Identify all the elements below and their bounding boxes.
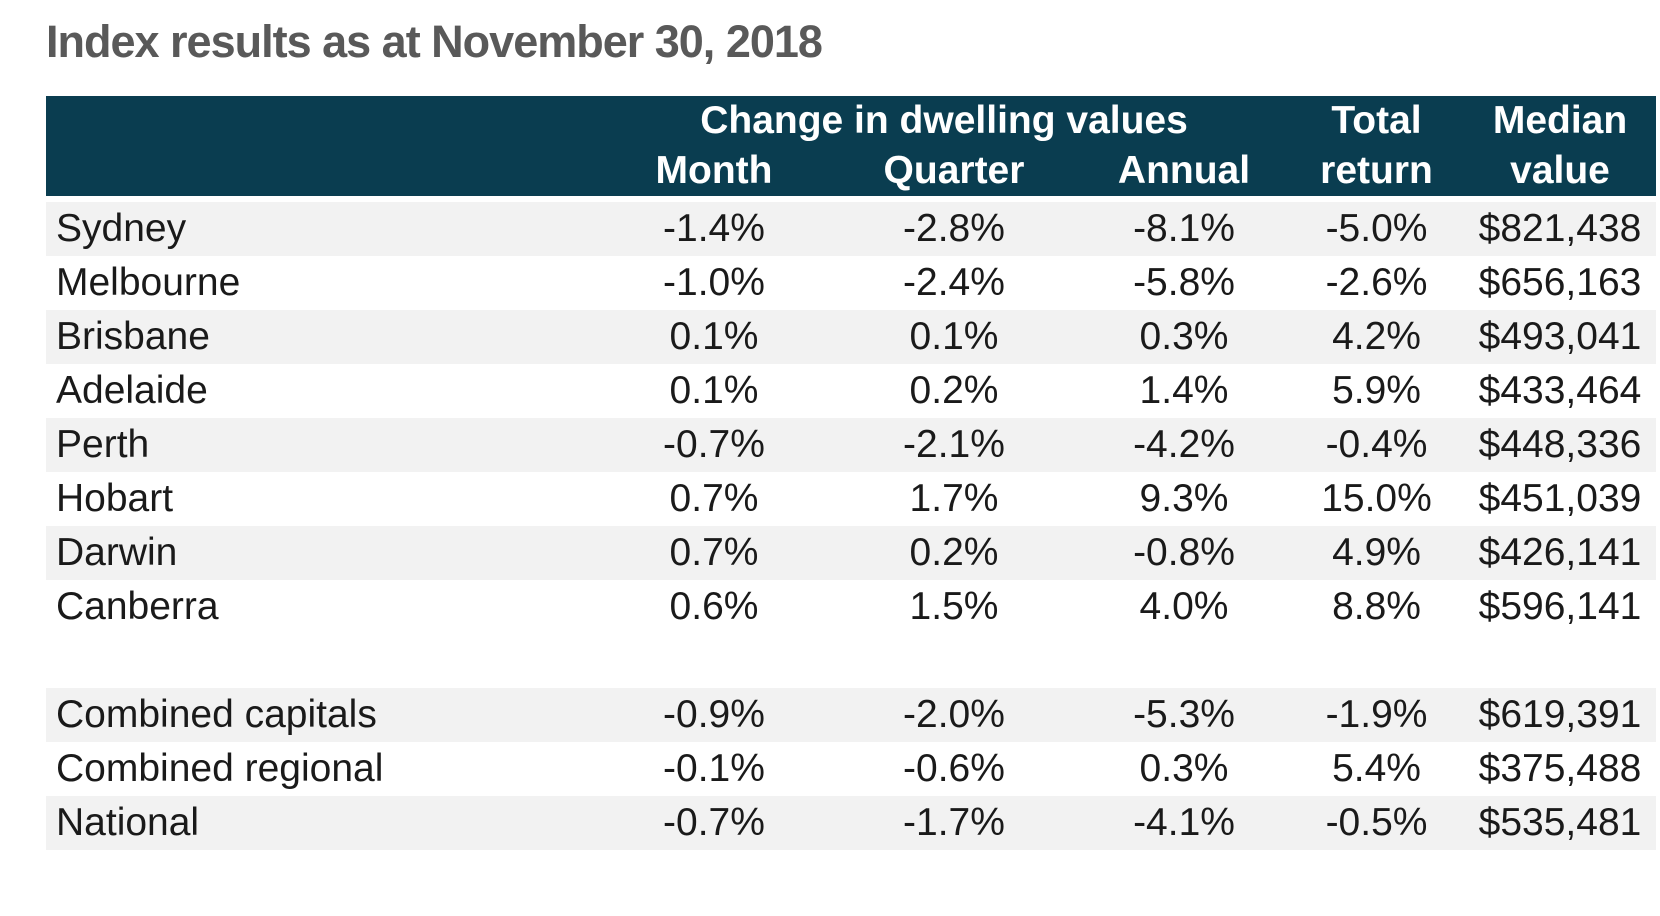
median-value: $619,391 — [1478, 693, 1642, 736]
quarter-value: 0.1% — [909, 315, 999, 358]
annual-value: -4.1% — [1133, 801, 1235, 844]
month-value: -1.0% — [663, 261, 765, 304]
spacer-row — [46, 634, 1657, 688]
region-label: Sydney — [56, 207, 187, 250]
total-return-value: -5.0% — [1325, 207, 1428, 250]
region-label: Perth — [56, 423, 150, 466]
header-group-change-in-dwelling-values: Change in dwelling values — [599, 96, 1290, 146]
table-row-darwin: Darwin 0.7% 0.2% -0.8% 4.9% $426,141 — [46, 526, 1657, 580]
annual-value: -5.3% — [1133, 693, 1235, 736]
summary-rows-section: Combined capitals -0.9% -2.0% -5.3% -1.9… — [46, 688, 1657, 850]
region-label: Combined capitals — [56, 693, 377, 736]
median-value: $493,041 — [1478, 315, 1642, 358]
table-row-hobart: Hobart 0.7% 1.7% 9.3% 15.0% $451,039 — [46, 472, 1657, 526]
table-row-sydney: Sydney -1.4% -2.8% -8.1% -5.0% $821,438 — [46, 199, 1657, 256]
table-header: Change in dwelling values Total Median M… — [46, 96, 1657, 202]
header-region-blank — [46, 96, 599, 146]
total-return-value: -0.5% — [1325, 801, 1428, 844]
table-row-adelaide: Adelaide 0.1% 0.2% 1.4% 5.9% $433,464 — [46, 364, 1657, 418]
col-header-month: Month — [599, 146, 829, 202]
month-value: 0.1% — [669, 315, 759, 358]
month-value: 0.7% — [669, 477, 759, 520]
col-header-annual: Annual — [1079, 146, 1290, 202]
region-label: Darwin — [56, 531, 178, 574]
table-row-canberra: Canberra 0.6% 1.5% 4.0% 8.8% $596,141 — [46, 580, 1657, 634]
annual-value: -5.8% — [1133, 261, 1235, 304]
total-return-value: -2.6% — [1325, 261, 1428, 304]
header-region-blank-2 — [46, 146, 599, 202]
quarter-value: -2.1% — [903, 423, 1005, 466]
annual-value: 4.0% — [1139, 585, 1229, 628]
table-row-combined-regional: Combined regional -0.1% -0.6% 0.3% 5.4% … — [46, 742, 1657, 796]
region-label: Hobart — [56, 477, 174, 520]
region-label: Brisbane — [56, 315, 210, 358]
spacer-cell — [46, 634, 1656, 688]
total-return-value: -1.9% — [1325, 693, 1428, 736]
quarter-value: -2.4% — [903, 261, 1005, 304]
total-return-value: -0.4% — [1325, 423, 1428, 466]
month-value: -1.4% — [663, 207, 765, 250]
total-return-value: 8.8% — [1332, 585, 1421, 628]
table-row-national: National -0.7% -1.7% -4.1% -0.5% $535,48… — [46, 796, 1657, 850]
median-value: $821,438 — [1478, 207, 1642, 250]
table-row-perth: Perth -0.7% -2.1% -4.2% -0.4% $448,336 — [46, 418, 1657, 472]
spacer-section — [46, 634, 1657, 688]
region-label: National — [56, 801, 200, 844]
annual-value: -8.1% — [1133, 207, 1235, 250]
median-value: $596,141 — [1478, 585, 1642, 628]
quarter-value: -0.6% — [903, 747, 1005, 790]
quarter-value: 0.2% — [909, 531, 999, 574]
quarter-value: 0.2% — [909, 369, 999, 412]
quarter-value: -1.7% — [903, 801, 1005, 844]
annual-value: -4.2% — [1133, 423, 1235, 466]
median-value: $448,336 — [1478, 423, 1642, 466]
region-label: Canberra — [56, 585, 219, 628]
quarter-value: 1.5% — [909, 585, 999, 628]
median-value: $375,488 — [1478, 747, 1642, 790]
median-value: $433,464 — [1478, 369, 1642, 412]
month-value: 0.1% — [669, 369, 759, 412]
total-return-value: 15.0% — [1321, 477, 1432, 520]
median-value: $426,141 — [1478, 531, 1642, 574]
annual-value: 0.3% — [1139, 747, 1229, 790]
annual-value: -0.8% — [1133, 531, 1235, 574]
median-value: $656,163 — [1478, 261, 1642, 304]
index-results-table: Change in dwelling values Total Median M… — [46, 96, 1657, 850]
total-return-value: 5.9% — [1332, 369, 1421, 412]
annual-value: 9.3% — [1139, 477, 1229, 520]
total-return-value: 4.2% — [1332, 315, 1421, 358]
page-title: Index results as at November 30, 2018 — [46, 16, 823, 67]
median-value: $535,481 — [1478, 801, 1642, 844]
quarter-value: 1.7% — [909, 477, 999, 520]
annual-value: 1.4% — [1139, 369, 1229, 412]
quarter-value: -2.8% — [903, 207, 1005, 250]
region-label: Adelaide — [56, 369, 208, 412]
table-row-brisbane: Brisbane 0.1% 0.1% 0.3% 4.2% $493,041 — [46, 310, 1657, 364]
region-label: Combined regional — [56, 747, 384, 790]
col-header-quarter: Quarter — [829, 146, 1079, 202]
col-header-total-return: return — [1289, 146, 1465, 202]
header-row-group: Change in dwelling values Total Median — [46, 96, 1657, 146]
header-median-line1: Median — [1464, 96, 1657, 146]
table-row-melbourne: Melbourne -1.0% -2.4% -5.8% -2.6% $656,1… — [46, 256, 1657, 310]
city-rows-section: Sydney -1.4% -2.8% -8.1% -5.0% $821,438 … — [46, 199, 1657, 634]
month-value: 0.7% — [669, 531, 759, 574]
month-value: -0.1% — [663, 747, 765, 790]
quarter-value: -2.0% — [903, 693, 1005, 736]
table-row-combined-capitals: Combined capitals -0.9% -2.0% -5.3% -1.9… — [46, 688, 1657, 742]
annual-value: 0.3% — [1139, 315, 1229, 358]
col-header-median-value: value — [1464, 146, 1657, 202]
month-value: -0.9% — [663, 693, 765, 736]
month-value: -0.7% — [663, 423, 765, 466]
region-label: Melbourne — [56, 261, 241, 304]
total-return-value: 4.9% — [1332, 531, 1421, 574]
total-return-value: 5.4% — [1332, 747, 1421, 790]
median-value: $451,039 — [1478, 477, 1642, 520]
month-value: -0.7% — [663, 801, 765, 844]
month-value: 0.6% — [669, 585, 759, 628]
header-row-columns: Month Quarter Annual return value — [46, 146, 1657, 202]
header-total-line1: Total — [1289, 96, 1465, 146]
